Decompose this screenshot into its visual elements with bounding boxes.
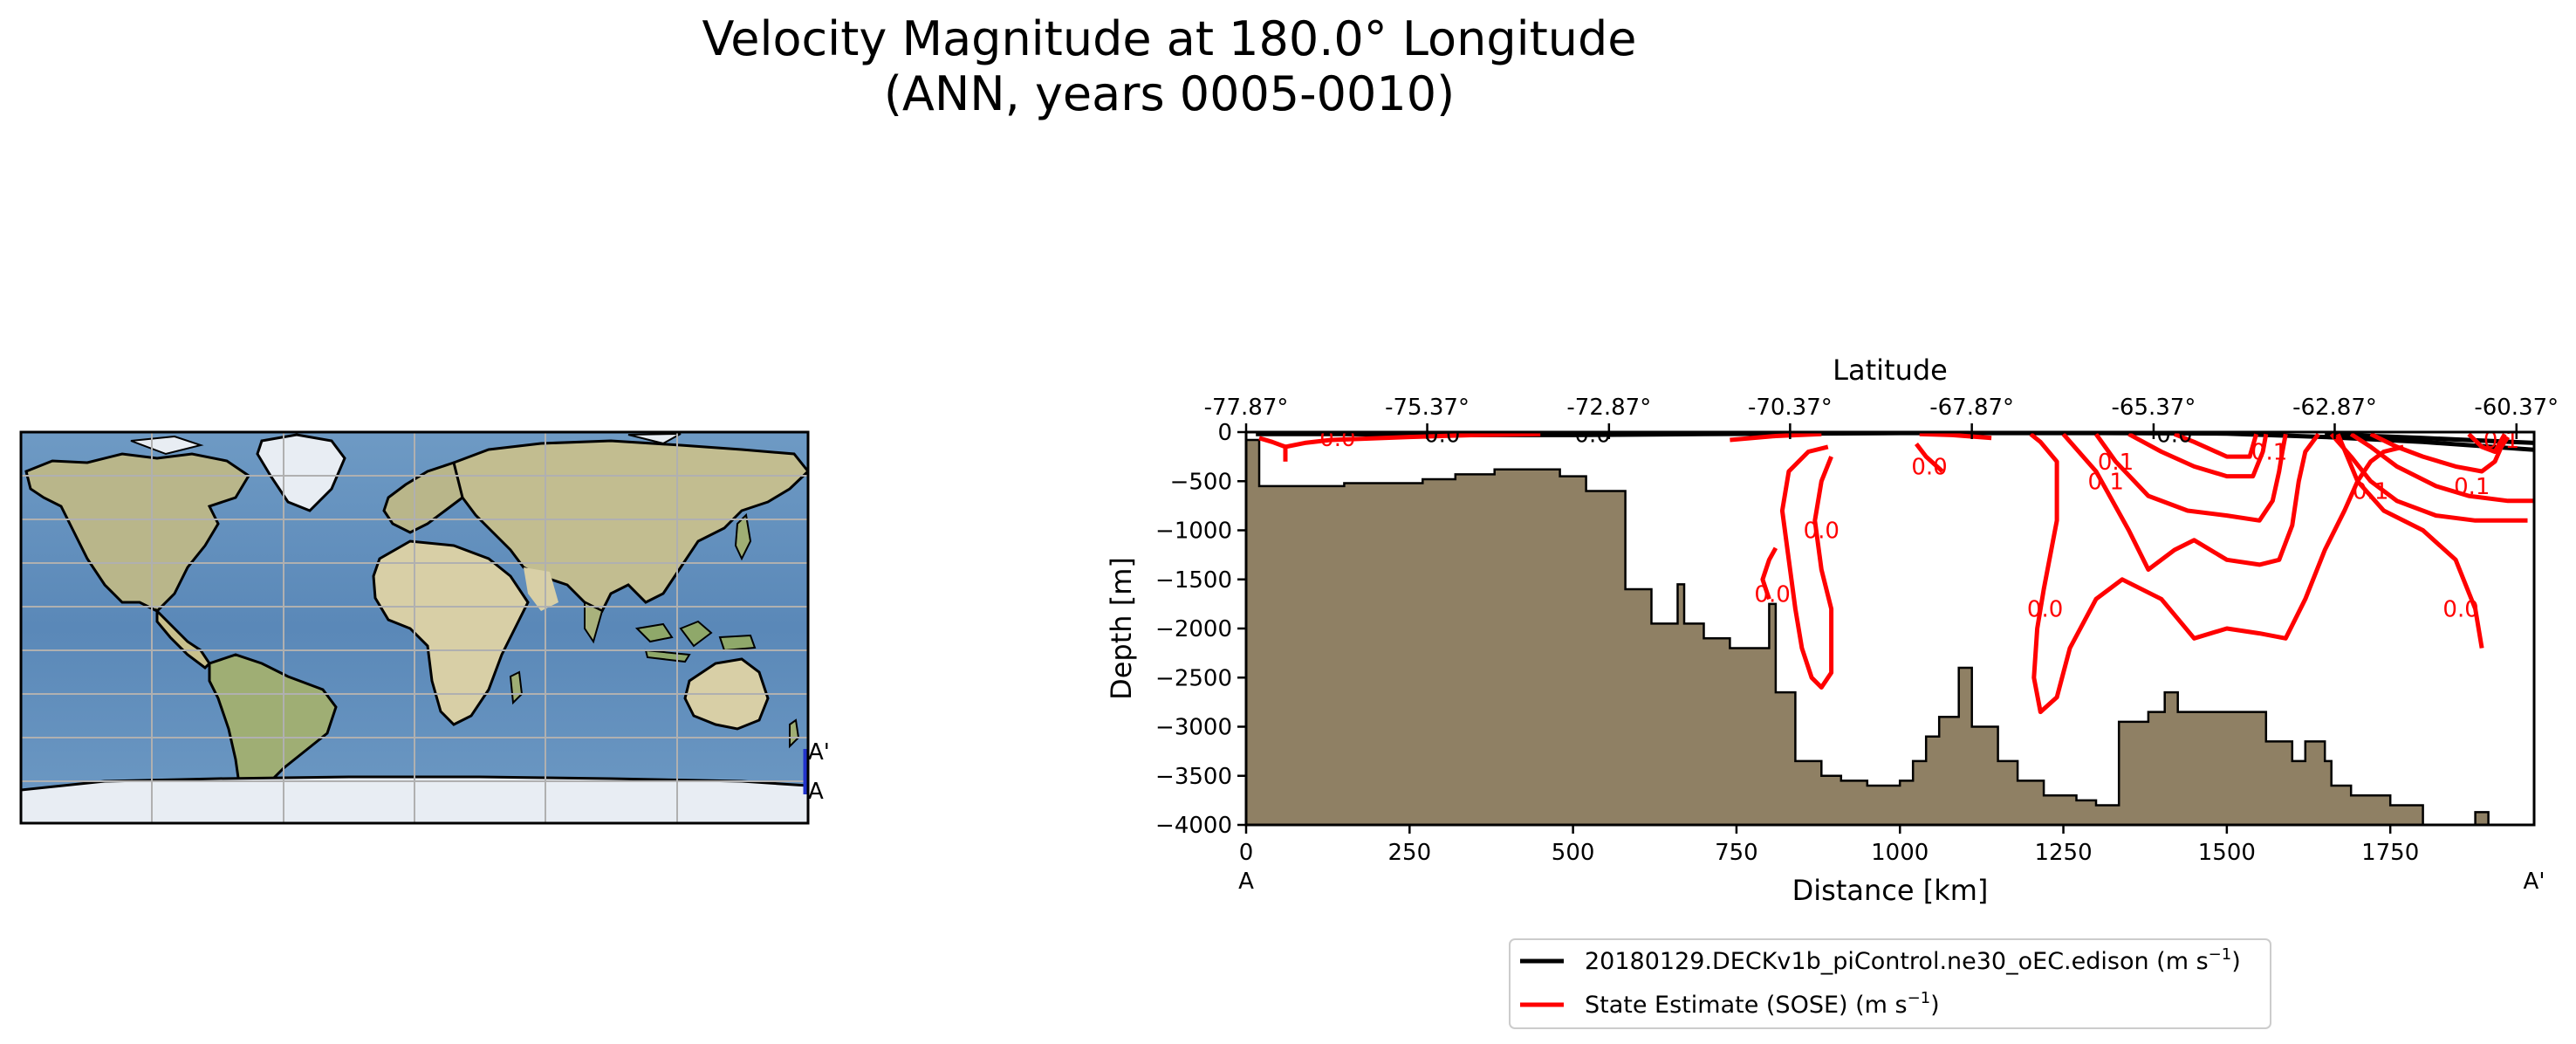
top-tick-label: -75.37°	[1385, 395, 1470, 421]
y-tick-label: −2000	[1155, 616, 1232, 642]
y-tick-label: 0	[1217, 420, 1232, 446]
y-tick-label: −3000	[1155, 715, 1232, 741]
map-landmasses	[21, 433, 808, 823]
contour-line-series1-16	[2467, 432, 2507, 454]
legend-obs-text: State Estimate (SOSE) (m s	[1585, 992, 1908, 1019]
top-tick-label: -72.87°	[1566, 395, 1651, 421]
figure-title-line-1: Velocity Magnitude at 180.0° Longitude	[702, 11, 1636, 66]
contour-line-series1-15	[2335, 433, 2484, 649]
contour-label-series1-1: 0.0	[1804, 519, 1840, 545]
x-tick-label: 250	[1387, 840, 1431, 866]
top-tick-label: -70.37°	[1748, 395, 1833, 421]
contour-line-series1-9	[2093, 432, 2288, 523]
contour-line-series1-6	[1915, 442, 1944, 473]
contour-label-series0-2: 0.0	[2156, 422, 2192, 448]
legend-box	[1509, 938, 2271, 1029]
y-axis-label: Depth [m]	[1105, 557, 1138, 700]
y-tick-label: −2500	[1155, 665, 1232, 691]
contour-label-series1-5: 0.1	[2088, 469, 2124, 495]
top-tick-label: -77.87°	[1204, 395, 1289, 421]
map-label-a: A	[808, 779, 824, 805]
x-axis-label: Distance [km]	[1792, 874, 1989, 907]
top-tick-label: -65.37°	[2112, 395, 2196, 421]
x-tick-label: 750	[1715, 840, 1758, 866]
legend-model-sup: −1	[2209, 945, 2232, 964]
x-tick-label: 1750	[2361, 840, 2419, 866]
contour-line-series1-13	[2349, 432, 2534, 504]
contour-label-series1-7: 0.1	[2251, 440, 2287, 466]
x-tick-label: 0	[1239, 840, 1254, 866]
contour-line-series0-1	[2325, 432, 2534, 445]
x-tick-label: 1000	[1871, 840, 1929, 866]
x-tick-label: 1500	[2198, 840, 2256, 866]
x-tick-label: 500	[1552, 840, 1595, 866]
section-plot: 0.0 0.0 0.00.00.00.00.00.00.10.1 0.10.1 0.10…	[1105, 354, 2559, 907]
y-tick-label: −3500	[1155, 764, 1232, 790]
map-label-a-prime: A'	[808, 739, 830, 766]
legend-model-close: )	[2231, 948, 2241, 975]
contour-line-series1-14	[2369, 432, 2511, 474]
contour-line-series1-8	[2061, 432, 2320, 572]
top-axis-label: Latitude	[1833, 354, 1948, 387]
contour-line-series1-7	[2029, 432, 2404, 715]
contour-label-series1-9: 0.1	[2454, 474, 2490, 500]
map-graticule	[21, 432, 808, 823]
contour-line-series1-4	[1779, 444, 1834, 690]
legend-obs-close: )	[1930, 992, 1940, 1019]
contour-label-series0-0: 0.0	[1424, 422, 1460, 448]
top-tick-label: -60.37°	[2474, 395, 2559, 421]
y-tick-label: −500	[1170, 469, 1232, 495]
contour-line-series1-2	[1730, 432, 1822, 443]
contour-line-series1-11	[2173, 432, 2259, 459]
contour-line-series1-3	[1760, 546, 1778, 601]
distance-end-label-a-prime: A'	[2524, 869, 2545, 895]
inset-map: A' A	[19, 430, 830, 825]
legend-model-text: 20180129.DECKv1b_piControl.ne30_oEC.edis…	[1585, 948, 2209, 975]
contour-label-series1-4: 0.0	[2027, 597, 2063, 623]
map-frame	[19, 430, 810, 825]
contour-line-series1-0	[1258, 432, 1541, 450]
contour-label-series1-6: 0.1	[2098, 450, 2134, 476]
contour-label-series1-11: 0.1	[2484, 428, 2519, 454]
legend-obs-sup: −1	[1908, 989, 1931, 1007]
figure-title-line-2: (ANN, years 0005-0010)	[884, 66, 1455, 121]
bathymetry-fill	[1246, 438, 2534, 825]
contour-line-series1-5	[1919, 432, 1992, 441]
top-tick-label: -67.87°	[1929, 395, 2014, 421]
contour-label-series0-1: 0.0	[1574, 422, 1610, 448]
y-tick-label: −4000	[1155, 813, 1232, 839]
contour-line-series1-12	[2329, 432, 2528, 523]
y-tick-label: −1500	[1155, 567, 1232, 594]
legend-label-model: 20180129.DECKv1b_piControl.ne30_oEC.edis…	[1585, 945, 2241, 975]
legend: 20180129.DECKv1b_piControl.ne30_oEC.edis…	[1509, 938, 2271, 1029]
contour-label-series1-3: 0.0	[1911, 454, 1947, 480]
legend-label-obs: State Estimate (SOSE) (m s−1)	[1585, 989, 1940, 1019]
contour-label-series1-10: 0.0	[2442, 597, 2478, 623]
distance-end-label-a: A	[1238, 869, 1254, 895]
contour-label-series1-0: 0.0	[1319, 426, 1355, 452]
contour-label-series1-8: 0.1	[2353, 479, 2388, 505]
x-tick-label: 1250	[2034, 840, 2092, 866]
y-tick-label: −1000	[1155, 519, 1232, 545]
top-tick-label: -62.87°	[2292, 395, 2377, 421]
contour-line-series1-10	[2127, 432, 2269, 479]
contour-label-series1-2: 0.0	[1754, 582, 1790, 608]
